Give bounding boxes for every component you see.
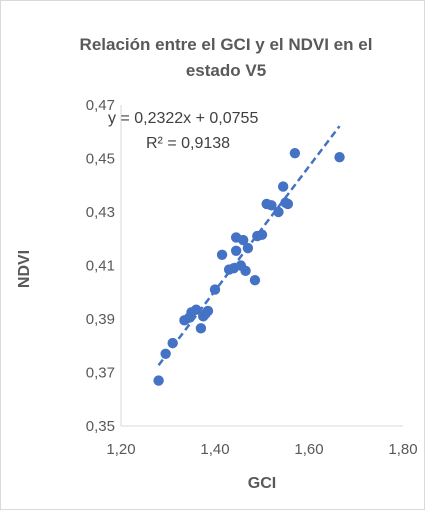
data-point xyxy=(242,242,254,254)
x-tick-label: 1,80 xyxy=(388,441,417,458)
data-point xyxy=(277,181,289,192)
y-tick-label: 0,43 xyxy=(86,204,115,221)
data-point xyxy=(289,147,301,159)
data-point xyxy=(160,348,171,359)
y-tick-label: 0,37 xyxy=(86,365,115,382)
y-axis-title: NDVI xyxy=(16,250,33,288)
y-tick-label: 0,47 xyxy=(86,97,115,114)
data-point xyxy=(195,323,207,334)
y-tick-label: 0,45 xyxy=(86,151,115,168)
data-point xyxy=(216,249,228,260)
x-axis-title: GCI xyxy=(248,475,276,492)
chart-title-line-1: Relación entre el GCI y el NDVI en el xyxy=(80,35,373,54)
data-point xyxy=(238,234,249,246)
y-tick-label: 0,39 xyxy=(86,311,115,328)
y-tick-label: 0,35 xyxy=(86,418,115,435)
x-tick-label: 1,60 xyxy=(294,441,323,458)
data-point xyxy=(266,200,277,211)
data-point xyxy=(256,229,268,240)
data-point xyxy=(282,198,294,210)
x-tick-label: 1,20 xyxy=(106,441,135,458)
data-point xyxy=(167,337,178,349)
data-point xyxy=(273,206,284,218)
data-point xyxy=(249,275,261,286)
x-tick-label: 1,40 xyxy=(200,441,229,458)
data-points xyxy=(153,147,345,386)
axes: 0,35 0,37 0,39 0,41 0,43 0,45 0,47 1,20 1,40 1,60… xyxy=(86,97,418,458)
data-point xyxy=(334,151,345,163)
chart-title-line-2: estado V5 xyxy=(186,61,266,80)
data-point xyxy=(240,265,251,277)
data-point xyxy=(191,304,202,315)
trendline-equation: y = 0,2322x + 0,0755 xyxy=(108,110,258,127)
data-point xyxy=(202,305,214,317)
data-point xyxy=(230,245,242,256)
data-point xyxy=(153,375,164,386)
r-squared-label: R² = 0,9138 xyxy=(146,135,230,152)
y-tick-label: 0,41 xyxy=(86,258,115,275)
data-point xyxy=(209,284,221,295)
